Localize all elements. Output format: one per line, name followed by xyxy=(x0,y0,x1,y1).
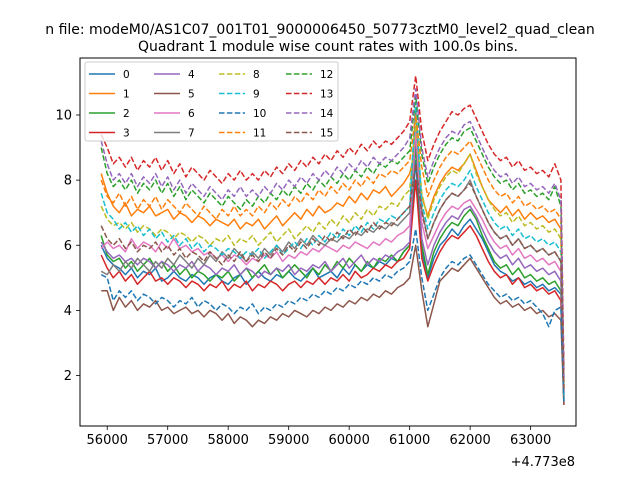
series-line-12 xyxy=(100,94,565,383)
legend-label: 13 xyxy=(320,89,333,101)
series-line-7 xyxy=(100,107,565,389)
legend-item-4: 4 xyxy=(154,69,195,81)
series-line-11 xyxy=(100,114,565,386)
series-line-8 xyxy=(100,120,565,392)
legend-item-5: 5 xyxy=(154,89,195,101)
x-axis-offset-label: +4.773e8 xyxy=(511,455,575,470)
series-line-15 xyxy=(100,163,565,389)
legend-item-13: 13 xyxy=(286,89,333,101)
plot-frame xyxy=(79,57,577,427)
legend-label: 0 xyxy=(123,69,130,81)
legend-box xyxy=(84,61,339,142)
legend-item-8: 8 xyxy=(219,69,260,81)
legend-item-15: 15 xyxy=(286,128,333,140)
legend-item-9: 9 xyxy=(219,89,260,101)
legend-label: 10 xyxy=(253,108,266,120)
legend-label: 5 xyxy=(188,89,195,101)
y-tick-label: 8 xyxy=(64,174,72,189)
series-line-13 xyxy=(100,75,565,370)
x-tick-label: 60000 xyxy=(328,433,369,448)
figure-suptitle: n file: modeM0/AS1C07_001T01_9000006450_… xyxy=(45,22,594,38)
series-line-9 xyxy=(100,101,565,396)
legend-label: 11 xyxy=(253,128,266,140)
legend-item-12: 12 xyxy=(286,69,333,81)
x-tick-label: 63000 xyxy=(510,433,551,448)
y-tick-label: 10 xyxy=(55,108,72,123)
series-line-10 xyxy=(100,228,565,402)
legend-item-10: 10 xyxy=(219,108,266,120)
series-line-2 xyxy=(100,143,565,399)
legend-label: 6 xyxy=(188,108,195,120)
series-line-4 xyxy=(100,130,565,396)
legend-item-11: 11 xyxy=(219,128,266,140)
x-tick-label: 62000 xyxy=(449,433,490,448)
legend-label: 2 xyxy=(123,108,130,120)
y-axis: 2 4 6 8 10 xyxy=(55,108,80,384)
legend-label: 12 xyxy=(320,69,333,81)
legend-label: 8 xyxy=(253,69,260,81)
legend-item-1: 1 xyxy=(89,89,130,101)
legend-item-14: 14 xyxy=(286,108,334,120)
legend-item-6: 6 xyxy=(154,108,195,120)
legend-label: 1 xyxy=(123,89,130,101)
x-tick-label: 56000 xyxy=(87,433,128,448)
plot-lines xyxy=(100,75,565,405)
legend-label: 9 xyxy=(253,89,260,101)
chart-title: Quadrant 1 module wise count rates with … xyxy=(138,39,518,55)
series-line-3 xyxy=(100,179,565,405)
legend-item-3: 3 xyxy=(89,128,130,140)
legend-label: 15 xyxy=(320,128,333,140)
legend-label: 7 xyxy=(188,128,195,140)
y-tick-label: 6 xyxy=(64,239,72,254)
series-line-0 xyxy=(100,159,565,402)
series-line-5 xyxy=(101,244,565,405)
y-tick-label: 4 xyxy=(64,304,72,319)
series-line-14 xyxy=(100,88,565,379)
legend-label: 14 xyxy=(320,108,334,120)
legend-label: 4 xyxy=(188,69,195,81)
series-line-6 xyxy=(100,127,565,392)
legend-item-2: 2 xyxy=(89,108,130,120)
legend-item-7: 7 xyxy=(154,128,195,140)
legend-label: 3 xyxy=(123,128,130,140)
y-tick-label: 2 xyxy=(64,369,72,384)
x-axis: 56000 57000 58000 59000 60000 61000 62000 63000 xyxy=(87,426,551,448)
x-tick-label: 59000 xyxy=(268,433,309,448)
x-tick-label: 61000 xyxy=(389,433,430,448)
legend-item-0: 0 xyxy=(89,69,130,81)
x-tick-label: 57000 xyxy=(147,433,188,448)
x-tick-label: 58000 xyxy=(208,433,249,448)
